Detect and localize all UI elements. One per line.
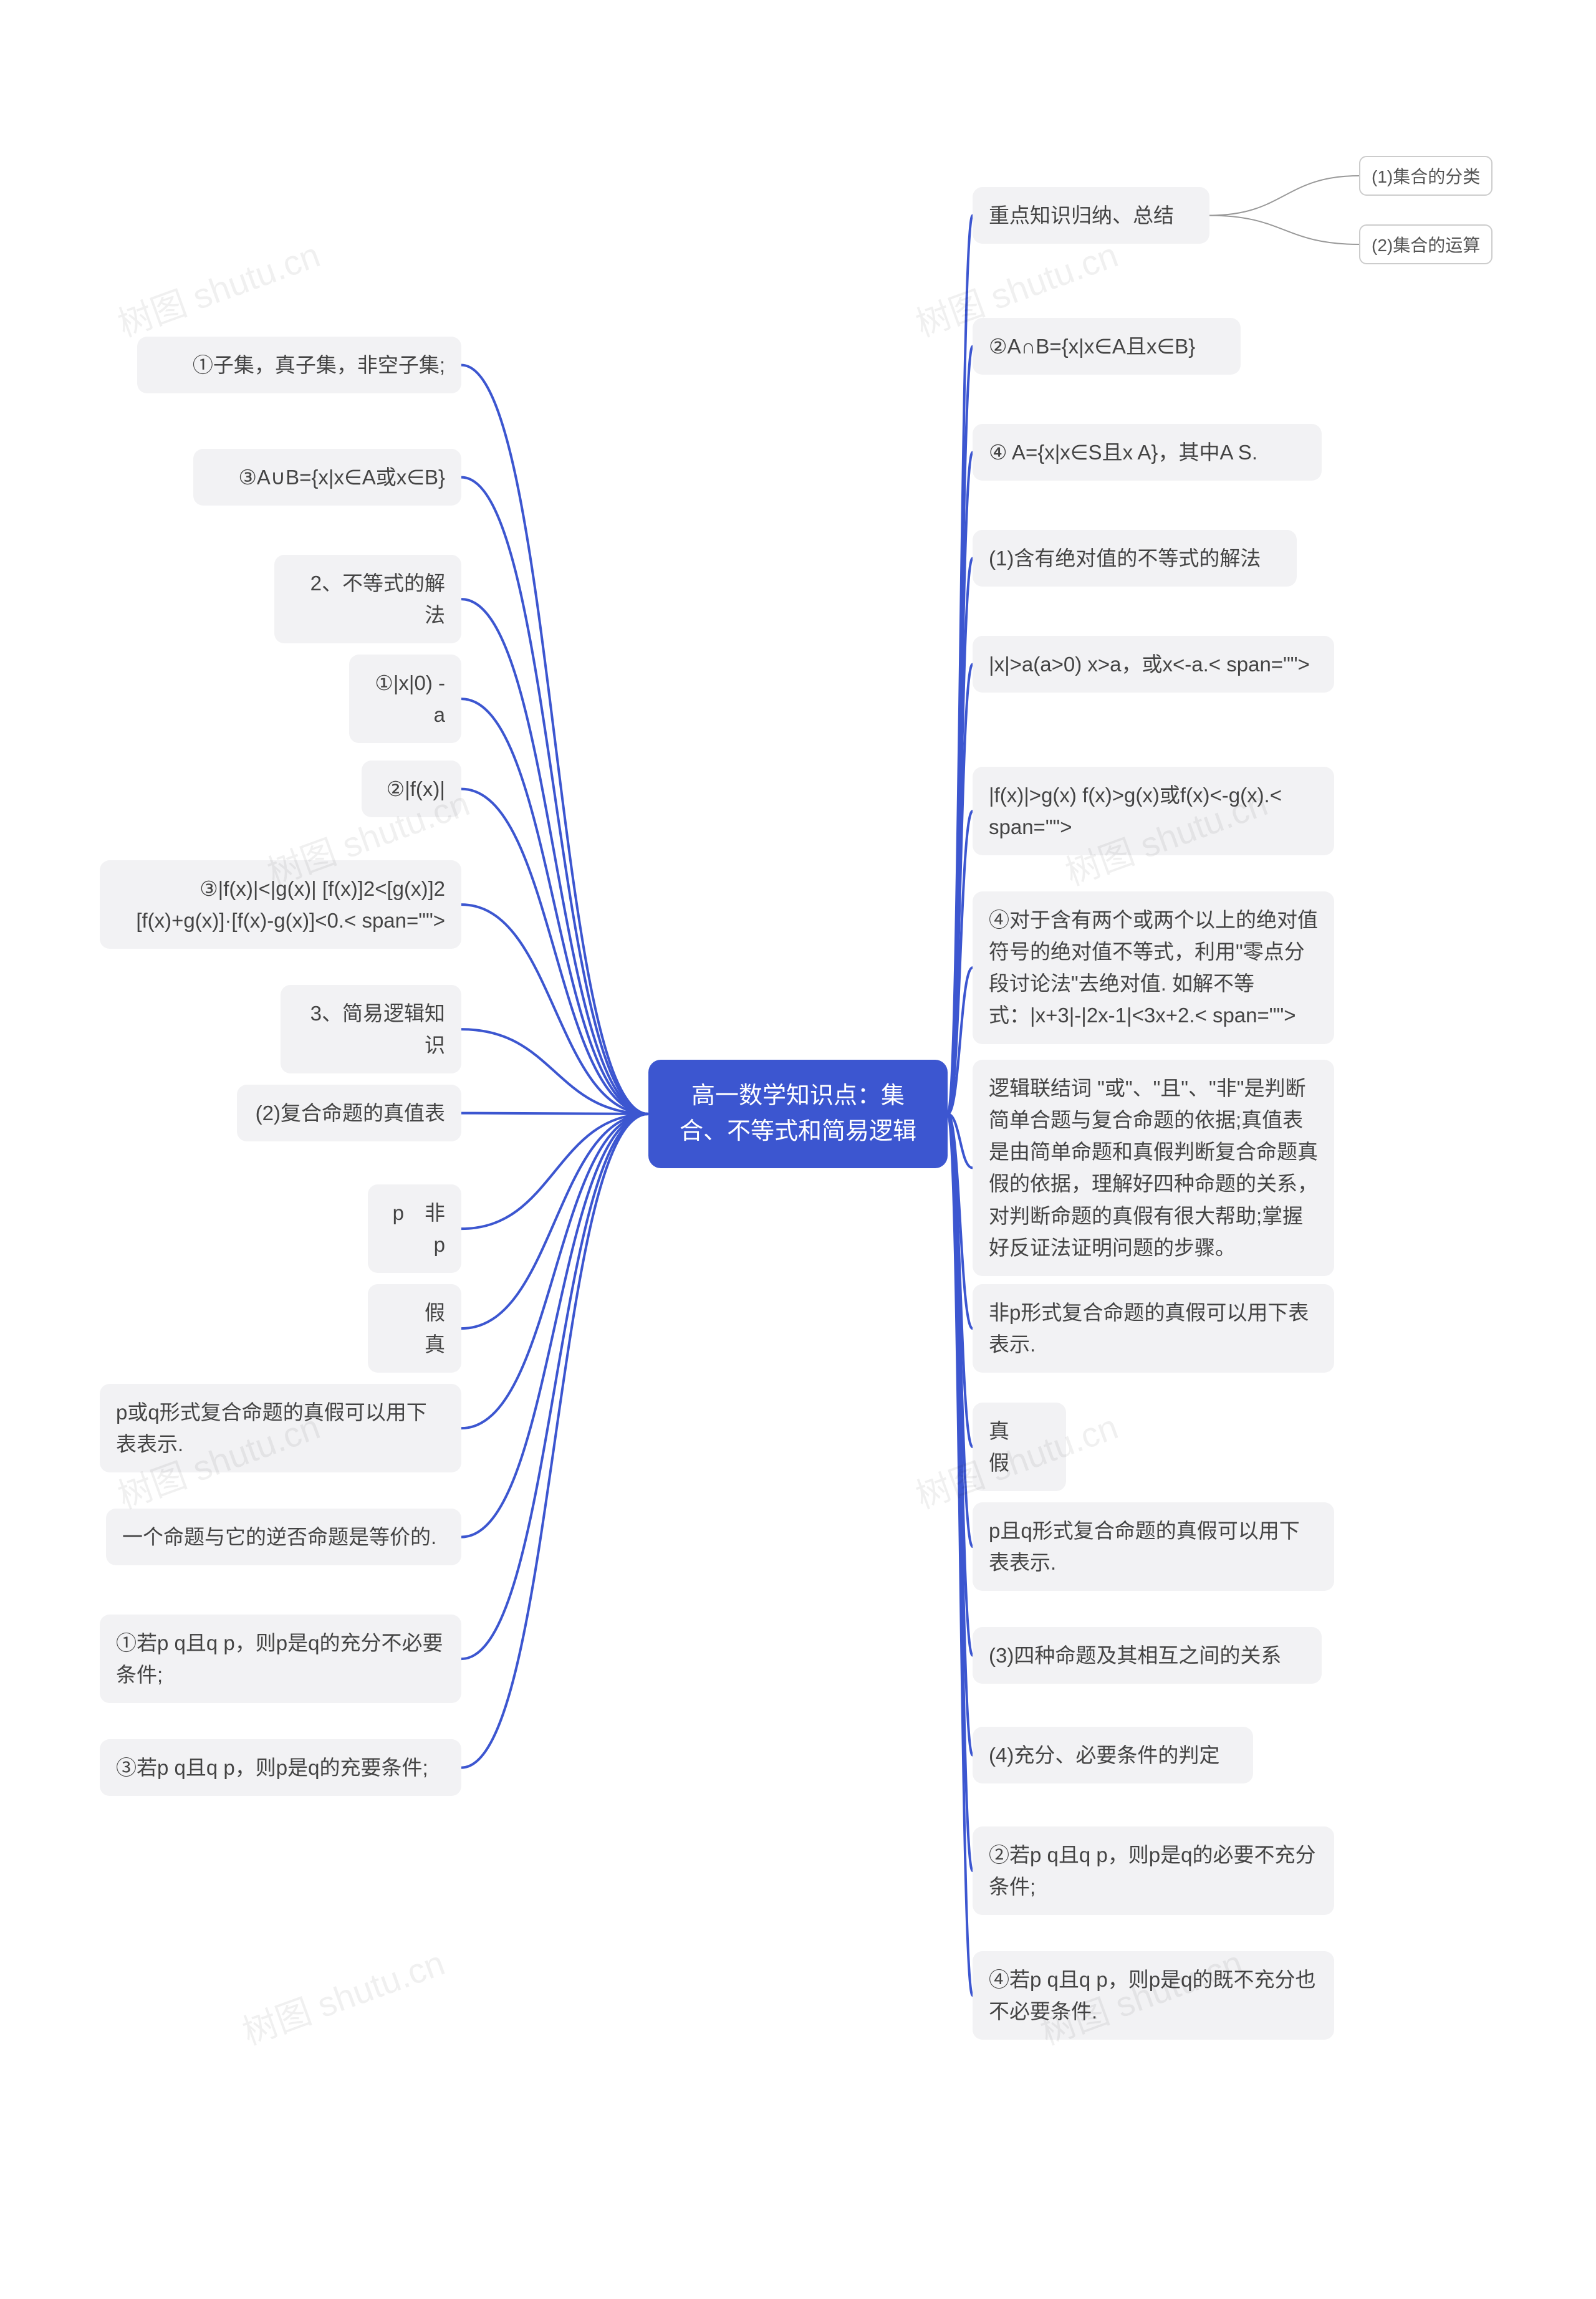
- sublink-M2: [1209, 216, 1359, 244]
- link-L6: [461, 905, 648, 1114]
- node-R7: ④对于含有两个或两个以上的绝对值符号的绝对值不等式，利用"零点分段讨论法"去绝对…: [973, 891, 1334, 1044]
- node-L6: ③|f(x)|<|g(x)| [f(x)]2<[g(x)]2 [f(x)+g(x…: [100, 860, 461, 949]
- node-L12: 一个命题与它的逆否命题是等价的.: [106, 1509, 461, 1565]
- mini-M1: (1)集合的分类: [1359, 156, 1493, 196]
- link-L4: [461, 699, 648, 1114]
- node-L3: 2、不等式的解法: [274, 555, 461, 643]
- node-R10: 真 假: [973, 1403, 1066, 1491]
- node-L10: 假 真: [368, 1284, 461, 1373]
- link-L2: [461, 478, 648, 1114]
- node-R4: (1)含有绝对值的不等式的解法: [973, 530, 1297, 587]
- link-R15: [948, 1114, 973, 1995]
- link-L1: [461, 365, 648, 1114]
- mini-M2: (2)集合的运算: [1359, 224, 1493, 264]
- link-L10: [461, 1114, 648, 1328]
- node-R5: |x|>a(a>0) x>a，或x<-a.< span="">: [973, 636, 1334, 693]
- node-R6: |f(x)|>g(x) f(x)>g(x)或f(x)<-g(x).< span=…: [973, 767, 1334, 855]
- sublink-M1: [1209, 176, 1359, 216]
- link-L8: [461, 1113, 648, 1114]
- link-L13: [461, 1114, 648, 1659]
- node-L11: p或q形式复合命题的真假可以用下表表示.: [100, 1384, 461, 1472]
- node-R9: 非p形式复合命题的真假可以用下表表示.: [973, 1284, 1334, 1373]
- node-L4: ①|x|0) -a: [349, 655, 461, 743]
- node-R14: ②若p q且q p，则p是q的必要不充分条件;: [973, 1826, 1334, 1915]
- node-R15: ④若p q且q p，则p是q的既不充分也不必要条件.: [973, 1951, 1334, 2040]
- node-L5: ②|f(x)|: [362, 761, 461, 817]
- link-L12: [461, 1114, 648, 1537]
- center-topic: 高一数学知识点：集合、不等式和简易逻辑: [648, 1060, 948, 1168]
- node-L13: ①若p q且q p，则p是q的充分不必要条件;: [100, 1615, 461, 1703]
- node-R13: (4)充分、必要条件的判定: [973, 1727, 1253, 1783]
- node-L1: ①子集，真子集，非空子集;: [137, 337, 461, 393]
- node-R11: p且q形式复合命题的真假可以用下表表示.: [973, 1502, 1334, 1591]
- node-L7: 3、简易逻辑知识: [281, 985, 461, 1073]
- node-R3: ④ A={x|x∈S且x A}，其中A S.: [973, 424, 1322, 481]
- node-R8: 逻辑联结词 "或"、"且"、"非"是判断简单合题与复合命题的依据;真值表是由简单…: [973, 1060, 1334, 1276]
- link-L3: [461, 599, 648, 1114]
- node-R1: 重点知识归纳、总结: [973, 187, 1209, 244]
- node-L2: ③A∪B={x|x∈A或x∈B}: [193, 449, 461, 506]
- node-R2: ②A∩B={x|x∈A且x∈B}: [973, 318, 1241, 375]
- link-L5: [461, 789, 648, 1114]
- node-L8: (2)复合命题的真值表: [237, 1085, 461, 1141]
- node-L14: ③若p q且q p，则p是q的充要条件;: [100, 1739, 461, 1796]
- node-L9: p 非p: [368, 1184, 461, 1273]
- node-R12: (3)四种命题及其相互之间的关系: [973, 1627, 1322, 1684]
- link-L14: [461, 1114, 648, 1768]
